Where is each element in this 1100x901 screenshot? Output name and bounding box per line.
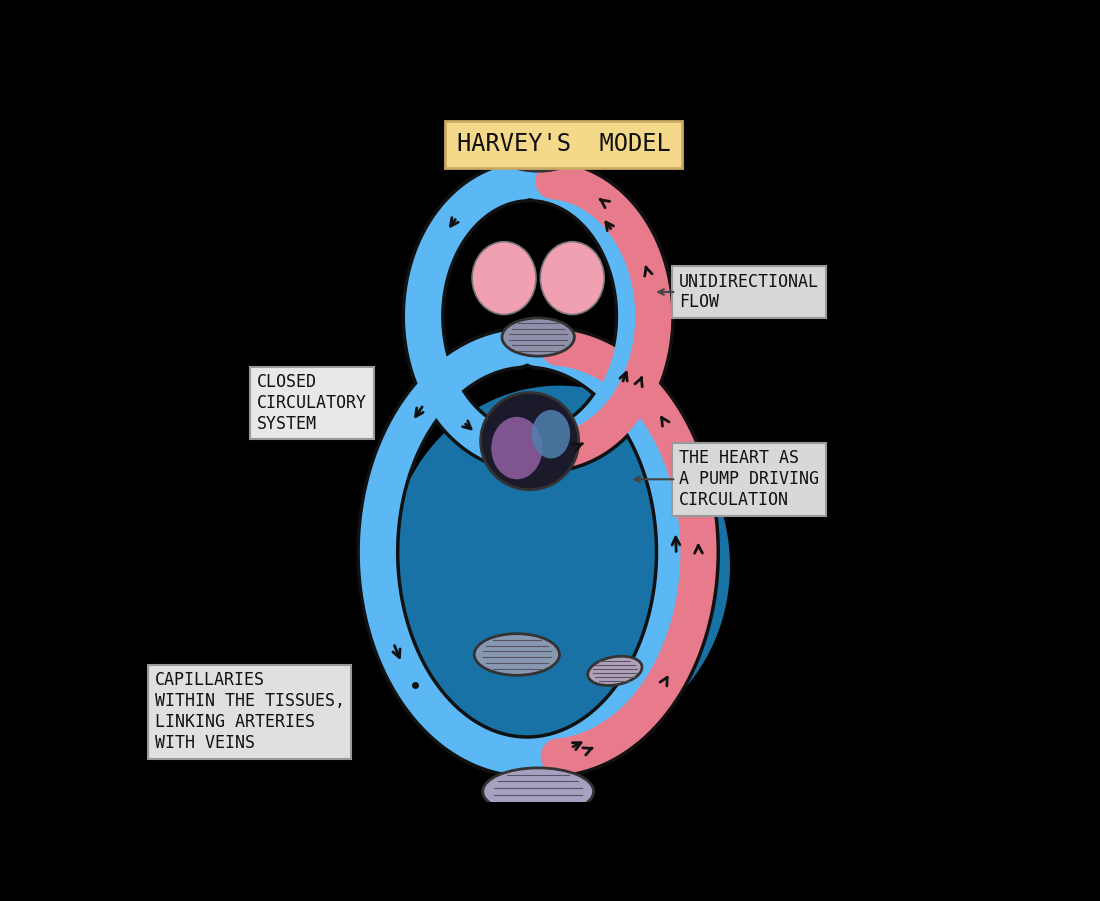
Ellipse shape [540, 241, 604, 314]
Text: CAPILLARIES
WITHIN THE TISSUES,
LINKING ARTERIES
WITH VEINS: CAPILLARIES WITHIN THE TISSUES, LINKING … [154, 671, 344, 752]
Text: UNIDIRECTIONAL
FLOW: UNIDIRECTIONAL FLOW [679, 273, 818, 312]
Ellipse shape [492, 417, 542, 479]
Ellipse shape [472, 241, 536, 314]
Ellipse shape [389, 386, 730, 746]
Text: THE HEART AS
A PUMP DRIVING
CIRCULATION: THE HEART AS A PUMP DRIVING CIRCULATION [679, 450, 818, 509]
Ellipse shape [481, 393, 579, 490]
Ellipse shape [531, 410, 570, 459]
Ellipse shape [502, 318, 574, 356]
Ellipse shape [483, 768, 594, 815]
Ellipse shape [474, 633, 560, 675]
Text: HARVEY'S  MODEL: HARVEY'S MODEL [456, 132, 671, 157]
Ellipse shape [587, 656, 642, 686]
Ellipse shape [495, 128, 581, 171]
Text: CLOSED
CIRCULATORY
SYSTEM: CLOSED CIRCULATORY SYSTEM [257, 373, 367, 432]
